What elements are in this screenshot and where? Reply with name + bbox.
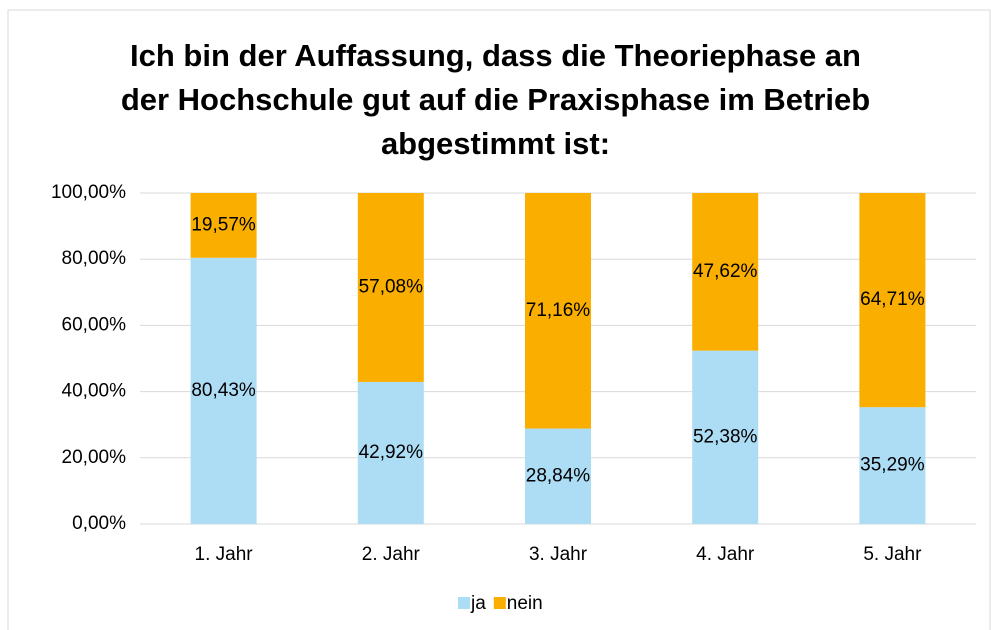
data-label: 28,84% (526, 465, 591, 486)
data-label: 35,29% (860, 455, 925, 476)
y-tick-label: 80,00% (62, 248, 127, 269)
y-tick-label: 20,00% (62, 447, 127, 468)
bar-segment (357, 381, 424, 524)
y-tick-label: 100,00% (51, 182, 126, 203)
data-label: 52,38% (693, 426, 758, 447)
chart-border (7, 9, 991, 630)
data-label: 19,57% (191, 214, 256, 235)
legend-swatch (493, 597, 506, 609)
y-tick-label: 40,00% (62, 381, 127, 402)
bar-segment (692, 350, 759, 524)
data-label: 57,08% (359, 276, 424, 297)
y-tick-label: 60,00% (62, 314, 127, 335)
x-tick-label: 4. Jahr (696, 544, 755, 565)
x-tick-label: 5. Jahr (863, 544, 922, 565)
data-label: 80,43% (191, 380, 256, 401)
x-tick-label: 3. Jahr (529, 544, 588, 565)
legend-label: nein (507, 593, 543, 614)
data-label: 47,62% (693, 261, 758, 282)
data-label: 71,16% (526, 300, 591, 321)
x-tick-label: 1. Jahr (195, 544, 254, 565)
bar-segment (190, 193, 257, 258)
data-label: 42,92% (359, 442, 424, 463)
bar-segment (859, 193, 926, 408)
bar-segment (859, 407, 926, 524)
bar-segment (190, 257, 257, 524)
legend-swatch (458, 597, 470, 609)
data-label: 64,71% (860, 289, 925, 310)
legend-label: ja (470, 593, 486, 614)
x-tick-label: 2. Jahr (362, 544, 421, 565)
bar-segment (525, 428, 591, 524)
bar-segment (525, 193, 591, 429)
chart-title: Ich bin der Auffassung, dass die Theorie… (120, 38, 871, 161)
y-tick-label: 0,00% (72, 513, 126, 534)
bar-segment (692, 193, 759, 351)
bar-segment (357, 193, 424, 382)
